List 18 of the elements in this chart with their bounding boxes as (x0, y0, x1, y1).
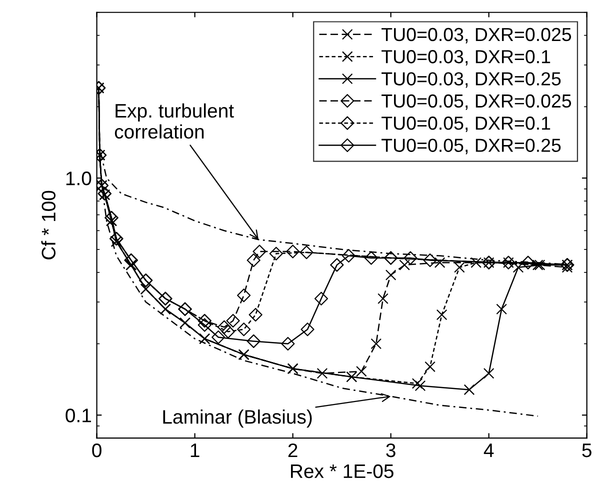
x-tick-label: 5 (582, 444, 592, 458)
legend-label: TU0=0.05, DXR=0.25 (382, 138, 561, 154)
annotation: Exp. turbulent correlation (114, 103, 234, 139)
x-tick-label: 0 (92, 443, 102, 458)
y-tick-label: 0.1 (66, 408, 91, 422)
y-axis-title: Cf * 100 (41, 190, 56, 260)
legend-label: TU0=0.05, DXR=0.1 (382, 116, 550, 132)
legend-label: TU0=0.05, DXR=0.025 (382, 94, 572, 110)
x-tick-label: 4 (484, 444, 494, 458)
y-tick-label: 1.0 (66, 172, 92, 186)
legend-label: TU0=0.03, DXR=0.25 (382, 72, 561, 88)
x-tick-label: 2 (288, 443, 298, 458)
x-tick-label: 3 (386, 443, 396, 458)
x-tick-label: 1 (190, 444, 200, 458)
x-axis-title: Rex * 1E-05 (291, 464, 394, 478)
legend-label: TU0=0.03, DXR=0.025 (382, 28, 572, 44)
legend-label: TU0=0.03, DXR=0.1 (382, 50, 550, 66)
annotation: Laminar (Blasius) (163, 409, 312, 428)
